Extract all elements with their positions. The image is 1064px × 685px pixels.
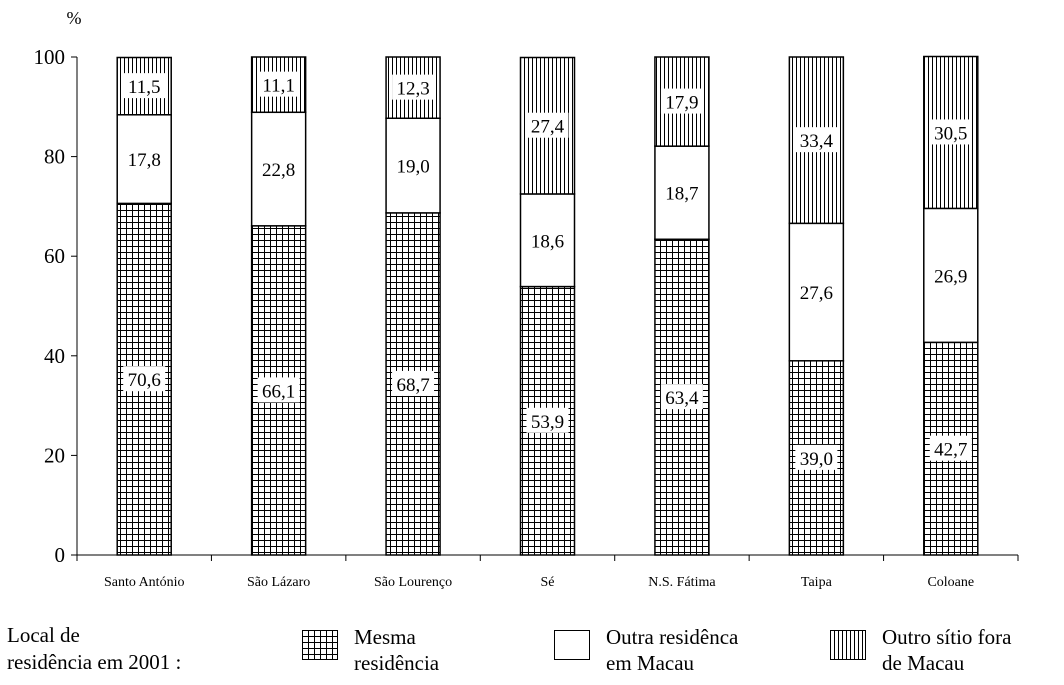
data-label: 17,9 [665,93,698,114]
y-tick-label: 0 [55,543,66,567]
legend-item-outra-residencia: Outra residênca em Macau [554,624,738,676]
data-label-bg [392,74,435,100]
data-label: 30,5 [934,123,967,144]
data-label: 70,6 [128,370,161,391]
x-tick-label: São Lázaro [247,575,310,590]
bars: 70,6 17,8 11,5 66,1 22,8 11,1 68,7 19,0 12,3 53,9… [116,55,979,556]
data-label-bg [929,435,972,461]
data-label-bg [257,156,300,182]
data-label: 11,5 [128,77,161,98]
data-label: 39,0 [800,449,833,470]
data-label-bg [392,152,435,178]
legend-label: Outra residênca em Macau [606,625,739,675]
legend-item-outro-sitio: Outro sítio fora de Macau [830,624,1011,676]
data-label: 68,7 [396,375,429,396]
y-tick-label: 40 [44,344,65,368]
x-tick-label: Santo António [104,575,185,590]
x-tick-label: N.S. Fátima [648,575,716,590]
y-tick-label: 60 [44,244,65,268]
legend-title: Local de residência em 2001 : [7,623,182,674]
x-tick-labels: Santo António São Lázaro São Lourenço Sé N.S… [104,575,974,590]
data-label: 26,9 [934,266,967,287]
data-label: 66,1 [262,381,295,402]
data-label-bg [929,262,972,288]
legend-label: Outro sítio fora de Macau [882,625,1012,675]
data-label: 27,6 [800,283,833,304]
x-tick-label: São Lourenço [374,575,452,590]
y-tick-label: 80 [44,145,65,169]
axes: 0 20 40 60 80 100 [34,45,1019,567]
data-label-bg [660,179,703,205]
data-label-bg [660,88,703,114]
data-label-bg [123,73,166,99]
data-label: 12,3 [396,79,429,100]
data-label-bg [929,119,972,145]
data-label-bg [123,146,166,172]
data-label-bg [123,366,166,392]
x-tick-label: Sé [541,575,555,590]
y-tick-label: 20 [44,443,65,467]
data-label: 42,7 [934,440,967,461]
data-label-bg [795,127,838,153]
data-label: 33,4 [800,131,834,152]
data-label: 18,7 [665,184,698,205]
data-label-bg [660,384,703,410]
legend-swatch-grid [302,630,338,660]
legend-swatch-blank [554,630,590,660]
data-label: 53,9 [531,412,564,433]
data-label: 11,1 [262,76,295,97]
data-label: 18,6 [531,231,564,252]
legend: Local de residência em 2001 : Mesma resi… [0,620,1064,685]
data-label: 63,4 [665,388,699,409]
data-label: 22,8 [262,160,295,181]
legend-item-mesma-residencia: Mesma residência [302,624,439,676]
legend-swatch-vertical [830,630,866,660]
data-label-bg [526,407,569,433]
data-label-bg [526,227,569,253]
data-label: 27,4 [531,117,565,138]
y-axis-label: % [67,8,82,28]
data-label-bg [257,71,300,97]
data-label-bg [795,279,838,305]
x-tick-label: Coloane [927,575,974,590]
legend-label: Mesma residência [354,625,440,675]
y-tick-label: 100 [34,45,66,69]
data-label-bg [257,377,300,403]
stacked-bar-chart: % 0 20 40 60 80 100 70,6 17,8 11,5 66,1 22,8 11,1 6… [34,8,1019,590]
data-label-bg [526,112,569,138]
x-tick-label: Taipa [801,575,833,590]
data-label-bg [795,444,838,470]
data-label-bg [392,370,435,396]
data-label: 19,0 [396,157,429,178]
data-label: 17,8 [128,150,161,171]
